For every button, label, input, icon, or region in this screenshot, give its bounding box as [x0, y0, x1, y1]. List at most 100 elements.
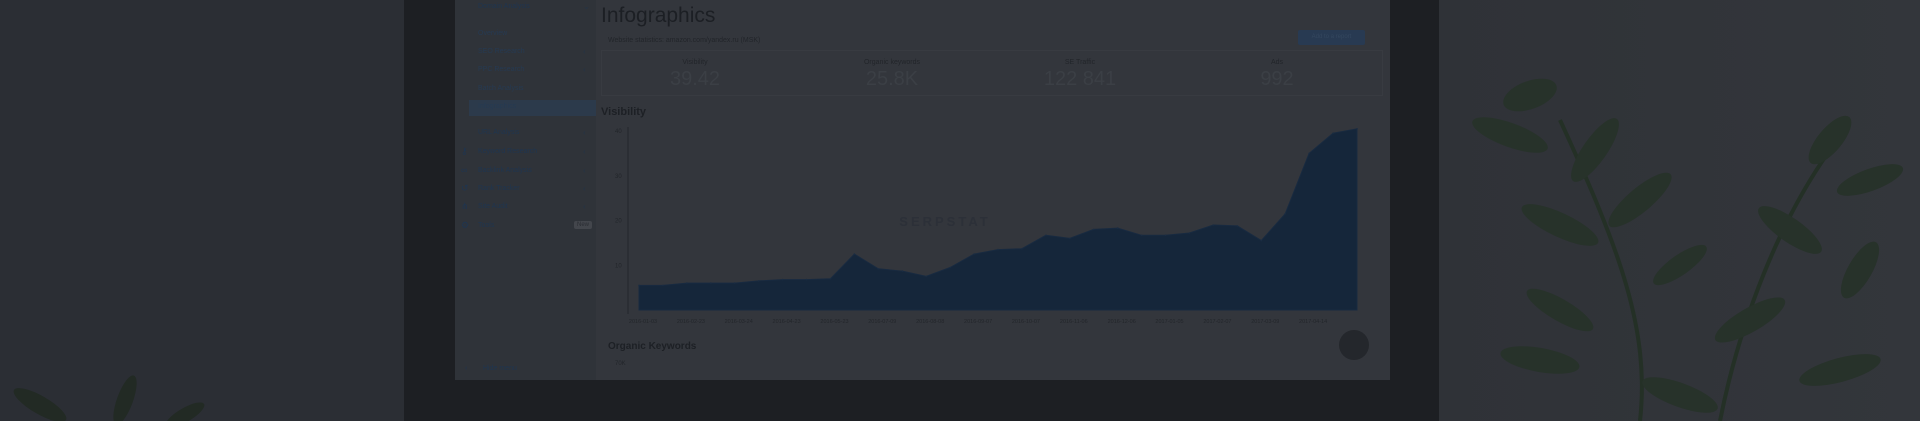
organic-y-tick: 70K: [615, 361, 626, 367]
y-tick-label: 10: [615, 263, 622, 269]
data-point: [686, 282, 688, 284]
sidebar-item-infographics[interactable]: Infographics: [478, 103, 517, 110]
data-point: [1332, 132, 1334, 134]
data-point: [733, 282, 736, 284]
key-icon: ⚷: [461, 146, 468, 156]
data-point: [1116, 227, 1119, 229]
sidebar-item-keyword-research[interactable]: Keyword Research: [478, 148, 538, 155]
monitor-screen: Domain Analysis ⌄ Overview SEO Research ‹ PPC…: [455, 0, 1390, 380]
chevron-left-icon[interactable]: ‹: [583, 166, 586, 175]
y-tick-label: 30: [615, 174, 622, 180]
stat-organic-keywords: Organic keywords 25.8K: [812, 59, 972, 91]
x-tick-label: 2016-03-24: [725, 319, 753, 325]
sidebar-item-tools[interactable]: Tools: [478, 222, 495, 229]
stat-value: 25.8K: [865, 68, 919, 90]
data-point: [1188, 232, 1191, 234]
chevron-left-icon[interactable]: ‹: [583, 184, 586, 193]
x-tick-label: 2016-08-08: [916, 319, 944, 325]
data-point: [1045, 234, 1047, 237]
sidebar-item-domain-analysis[interactable]: Domain Analysis: [478, 3, 530, 10]
sidebar-item-url-analysis[interactable]: URL Analysis: [478, 129, 520, 136]
x-tick-label: 2017-03-09: [1251, 319, 1279, 325]
data-point: [1140, 234, 1143, 237]
x-tick-label: 2016-02-23: [677, 319, 705, 325]
chevron-left-icon[interactable]: ‹: [583, 65, 586, 74]
x-tick-label: 2016-12-06: [1108, 319, 1136, 325]
website-statistics-label: Website statistics: amazon.com/yandex.ru…: [608, 37, 761, 44]
sitemap-icon: ⋔: [461, 201, 469, 211]
data-point: [877, 268, 880, 270]
sidebar-item-batch-analysis[interactable]: Batch Analysis: [478, 85, 524, 92]
x-tick-label: 2016-11-06: [1060, 319, 1088, 325]
data-point: [805, 278, 808, 281]
data-point: [1092, 228, 1095, 231]
stats-card: Visibility 39.42 Organic keywords 25.8K …: [601, 50, 1383, 96]
x-tick-label: 2016-04-23: [773, 319, 801, 325]
visibility-chart: SERPSTAT 10 20 30 40 2016-01-03 2016-02-23 201…: [615, 127, 1358, 325]
chevron-left-icon[interactable]: ‹: [583, 128, 586, 137]
chevron-down-icon[interactable]: ⌄: [583, 2, 590, 11]
stat-ads: Ads 992: [1197, 59, 1357, 91]
sidebar: Domain Analysis ⌄ Overview SEO Research ‹ PPC…: [455, 0, 596, 380]
x-tick-label: 2016-05-23: [820, 319, 848, 325]
organic-keywords-section-title: Organic Keywords: [608, 341, 697, 352]
x-tick-label: 2017-02-07: [1203, 319, 1231, 325]
sidebar-active-highlight: [469, 100, 596, 116]
visibility-section-title: Visibility: [601, 106, 647, 118]
data-point: [829, 277, 832, 280]
stat-label: Ads: [1270, 59, 1284, 66]
sidebar-item-backlink-analysis[interactable]: Backlink Analysis: [478, 167, 532, 174]
data-point: [1236, 225, 1239, 227]
x-tick-label: 2017-01-05: [1155, 319, 1183, 325]
sidebar-item-rank-tracker[interactable]: Rank Tracker: [478, 185, 520, 192]
page-title: Infographics: [601, 4, 716, 27]
data-point: [1069, 237, 1071, 240]
data-point: [925, 275, 927, 278]
hide-menu-button[interactable]: Hide menu: [483, 365, 517, 372]
data-point: [853, 253, 856, 255]
stat-value: 992: [1260, 68, 1294, 90]
data-point: [1021, 247, 1023, 250]
visibility-area: [638, 128, 1358, 311]
stat-label: SE Traffic: [1064, 59, 1096, 66]
x-tick-label: 2016-07-09: [868, 319, 896, 325]
x-tick-label: 2016-10-07: [1012, 319, 1040, 325]
data-point: [662, 284, 664, 287]
stat-value: 39.42: [669, 68, 721, 90]
stat-label: Organic keywords: [863, 59, 921, 66]
x-tick-label: 2016-09-07: [964, 319, 992, 325]
chevron-left-icon[interactable]: ‹: [583, 147, 586, 156]
data-point: [638, 284, 640, 287]
sidebar-item-ppc-research[interactable]: PPC Research: [478, 66, 525, 73]
data-point: [997, 248, 999, 251]
data-point: [901, 270, 904, 272]
stat-label: Visibility: [682, 59, 708, 66]
y-tick-label: 40: [615, 129, 622, 135]
data-point: [949, 266, 951, 269]
chat-button[interactable]: [1339, 330, 1369, 360]
new-badge: New: [574, 221, 593, 229]
gear-icon: ⚙: [461, 220, 470, 230]
add-to-report-button[interactable]: Add to a report: [1298, 30, 1365, 45]
y-tick-label: 20: [615, 219, 622, 225]
data-point: [1212, 224, 1215, 226]
data-point: [781, 278, 784, 281]
data-point: [1356, 128, 1358, 130]
data-point: [1284, 213, 1286, 215]
stat-visibility: Visibility 39.42: [615, 59, 775, 91]
hide-menu-icon[interactable]: ‹: [465, 365, 468, 372]
sidebar-item-site-audit[interactable]: Site Audit: [478, 203, 508, 210]
chevron-left-icon[interactable]: ‹: [583, 202, 586, 211]
sidebar-item-overview[interactable]: Overview: [478, 30, 508, 37]
stat-se-traffic: SE Traffic 122 841: [1000, 59, 1160, 91]
sidebar-item-seo-research[interactable]: SEO Research: [478, 48, 525, 55]
chart-watermark: SERPSTAT: [899, 214, 990, 229]
link-icon: ∞: [461, 165, 468, 175]
history-icon: ↺: [461, 183, 469, 193]
data-point: [1164, 234, 1167, 237]
chevron-left-icon[interactable]: ‹: [583, 47, 586, 56]
data-point: [757, 280, 760, 282]
data-point: [1260, 239, 1263, 242]
data-point: [1308, 152, 1310, 155]
